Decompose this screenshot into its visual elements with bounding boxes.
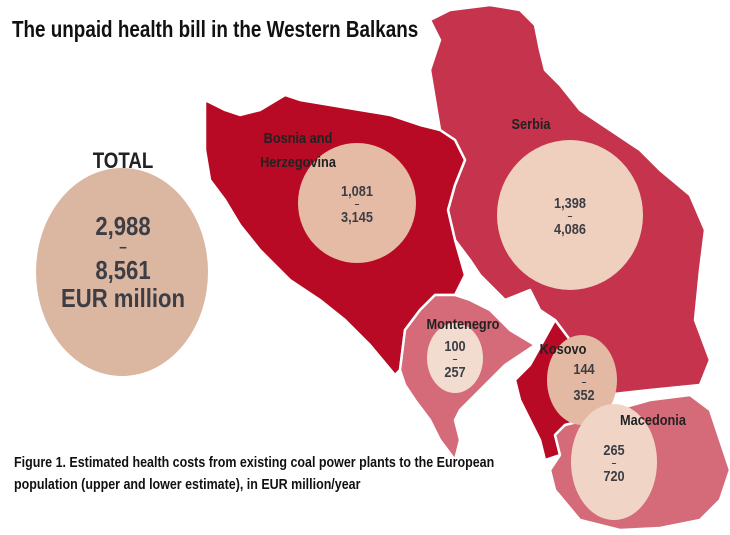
total-unit: EUR million [60,283,186,313]
bubble-bosnia [298,143,416,263]
total-dash: – [119,239,127,256]
bubble-serbia [497,140,643,290]
dash: – [611,458,617,469]
label-montenegro: Montenegro [426,316,500,333]
bubble-montenegro [427,323,483,393]
upper-value: 3,145 [341,209,373,226]
value-kosovo: 144 – 352 [573,362,594,404]
value-bosnia: 1,081 – 3,145 [341,184,373,226]
label-line: Herzegovina [260,154,336,171]
upper-value: 257 [444,364,466,381]
lower-value: 265 [603,442,625,459]
dash: – [354,199,360,210]
upper-value: 4,086 [554,221,586,238]
total-lower: 2,988 [95,211,151,241]
value-montenegro: 100 – 257 [444,339,465,381]
title-text: The unpaid health bill in the Western Ba… [12,16,419,42]
total-upper: 8,561 [95,255,151,285]
total-range: 2,988 – 8,561 EUR million [61,212,185,312]
label-kosovo: Kosovo [539,341,587,358]
lower-value: 1,081 [341,183,373,200]
dash: – [581,377,587,388]
lower-value: 1,398 [554,195,586,212]
figure-caption: Figure 1. Estimated health costs from ex… [14,452,494,496]
caption-line: Figure 1. Estimated health costs from ex… [14,455,495,471]
value-macedonia: 265 – 720 [603,443,624,485]
label-macedonia: Macedonia [620,412,686,429]
label-bosnia: Bosnia and Herzegovina [260,127,336,175]
bubble-kosovo [547,335,617,425]
total-bubble [36,168,208,376]
page-title: The unpaid health bill in the Western Ba… [12,14,418,45]
caption-line: population (upper and lower estimate), i… [14,477,361,493]
value-serbia: 1,398 – 4,086 [554,196,586,238]
lower-value: 100 [444,338,466,355]
upper-value: 352 [573,387,595,404]
dash: – [452,354,458,365]
upper-value: 720 [603,468,625,485]
lower-value: 144 [573,361,595,378]
label-line: Bosnia and [263,130,333,147]
bubble-macedonia [571,404,657,520]
dash: – [567,211,573,222]
label-serbia: Serbia [511,116,551,133]
total-label: TOTAL [92,148,154,173]
